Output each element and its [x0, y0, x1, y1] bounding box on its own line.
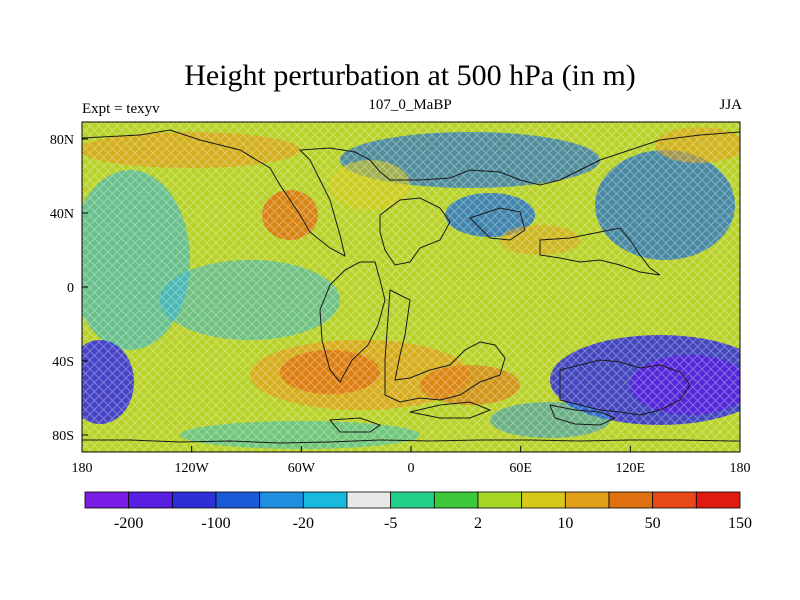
season-label: JJA [719, 97, 742, 113]
colorbar-label: 2 [474, 515, 482, 532]
map-field [82, 122, 740, 452]
colorbar-bin [302, 491, 348, 509]
x-tick-label: 120W [175, 461, 210, 476]
x-tick-label: 180 [72, 461, 93, 476]
y-tick-label: 40S [52, 355, 74, 370]
x-tick-label: 0 [408, 461, 415, 476]
colorbar-bin [652, 491, 697, 509]
map-title: Height perturbation at 500 hPa (in m) [184, 59, 636, 92]
colorbar-bin [433, 491, 479, 509]
colorbar: -200 -100 -20 -5 2 10 50 150 [84, 491, 752, 532]
x-axis: 180 120W 60W 0 60E 120E 180 [72, 446, 751, 476]
x-tick-label: 60W [288, 461, 316, 476]
colorbar-bin [477, 491, 523, 509]
colorbar-bin [564, 491, 610, 509]
colorbar-bin [521, 491, 566, 509]
colorbar-bin [171, 491, 217, 509]
colorbar-label: 150 [728, 515, 752, 532]
colorbar-bin [695, 491, 741, 509]
colorbar-bin [128, 491, 173, 509]
colorbar-label: -5 [384, 515, 397, 532]
y-axis: 80N 40N 0 40S 80S [50, 133, 88, 444]
y-tick-label: 80S [52, 429, 74, 444]
colorbar-bin [259, 491, 304, 509]
y-tick-label: 0 [67, 281, 74, 296]
period-label: 107_0_MaBP [368, 97, 452, 113]
x-tick-label: 60E [509, 461, 532, 476]
colorbar-bin [84, 491, 130, 509]
colorbar-bin [390, 491, 435, 509]
colorbar-label: 50 [645, 515, 661, 532]
coastlines [82, 129, 740, 444]
x-tick-label: 180 [730, 461, 751, 476]
colorbar-label: 10 [557, 515, 573, 532]
experiment-label: Expt = texyv [82, 101, 160, 117]
colorbar-bin [215, 491, 261, 509]
y-tick-label: 80N [50, 133, 74, 148]
colorbar-label: -200 [114, 515, 143, 532]
colorbar-bin [346, 491, 392, 509]
colorbar-label: -100 [201, 515, 230, 532]
colorbar-label: -20 [293, 515, 314, 532]
x-tick-label: 120E [616, 461, 646, 476]
y-tick-label: 40N [50, 207, 74, 222]
colorbar-bin [608, 491, 654, 509]
